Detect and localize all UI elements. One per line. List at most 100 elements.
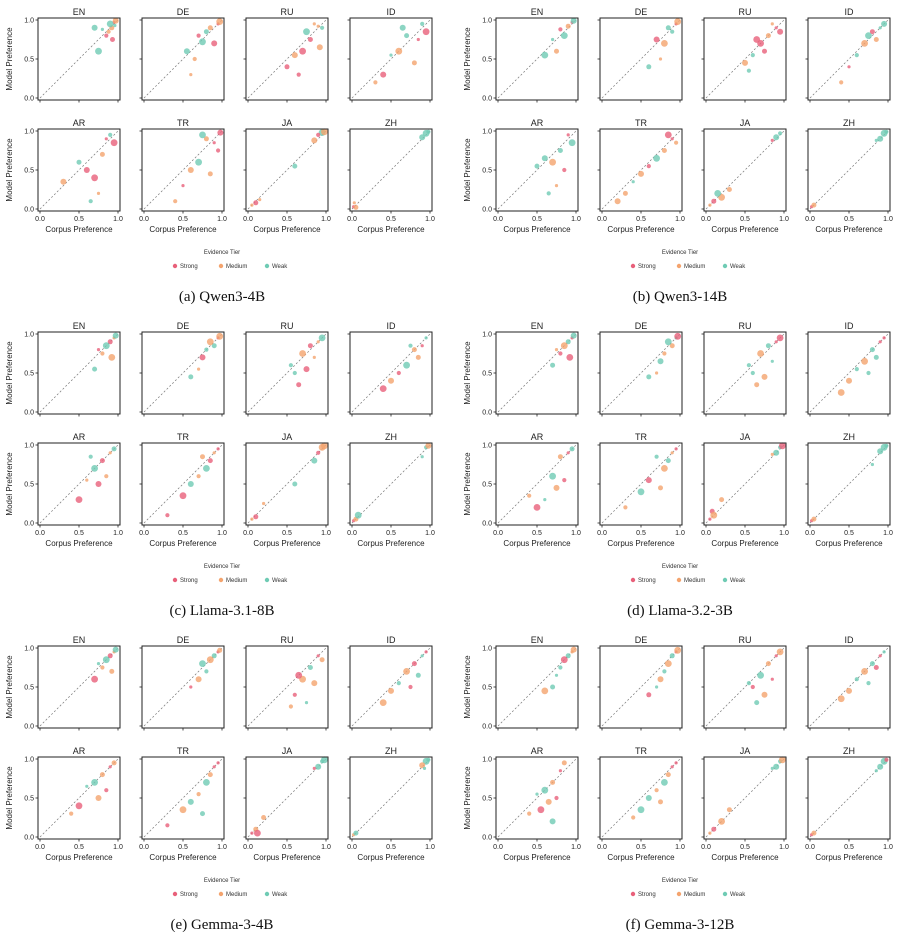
data-point — [779, 756, 786, 764]
panel-title: ID — [845, 321, 855, 331]
data-point — [708, 831, 712, 835]
legend-label-strong: Strong — [180, 264, 198, 270]
data-point — [770, 359, 774, 363]
legend: Evidence Tier Strong Medium Weak — [172, 564, 288, 584]
data-point — [422, 28, 430, 36]
reference-line — [809, 19, 889, 99]
legend: Evidence Tier Strong Medium Weak — [172, 878, 288, 898]
data-point — [312, 766, 316, 770]
y-tick-label: 0.0 — [482, 521, 492, 528]
data-point — [425, 442, 432, 449]
y-tick-label: 1.0 — [482, 129, 492, 136]
data-point — [878, 26, 882, 30]
x-tick-label: 0.5 — [532, 530, 542, 537]
data-point — [558, 769, 562, 773]
panel-frame — [599, 442, 683, 526]
data-point — [757, 350, 764, 357]
data-point — [746, 363, 751, 368]
data-point — [655, 685, 659, 689]
y-tick-label: 0.0 — [482, 96, 492, 103]
legend-swatch-weak — [722, 263, 728, 269]
reference-line — [809, 333, 889, 413]
data-point — [565, 653, 571, 659]
legend-title: Evidence Tier — [204, 564, 240, 570]
legend-label-weak: Weak — [730, 578, 746, 584]
panel-title: ZH — [385, 432, 397, 442]
data-point — [549, 472, 556, 480]
data-point — [179, 492, 187, 500]
panel-title: DE — [635, 7, 648, 17]
x-tick-label: 0.5 — [282, 844, 292, 851]
data-point — [196, 792, 201, 797]
data-point — [674, 140, 679, 145]
legend-title: Evidence Tier — [662, 878, 698, 884]
legend-swatch-weak — [722, 891, 728, 897]
data-point — [570, 17, 577, 24]
y-tick-label: 0.0 — [24, 207, 34, 214]
data-point — [109, 668, 115, 674]
data-point — [354, 511, 362, 519]
y-tick-label: 0.5 — [482, 685, 492, 692]
data-point — [537, 806, 545, 814]
data-point — [104, 33, 109, 38]
subfigure-caption: (e) Gemma-3-4B — [171, 917, 274, 933]
subfigure-caption: (a) Qwen3-4B — [179, 289, 265, 305]
x-tick-label: 0.5 — [740, 844, 750, 851]
x-axis-label: Corpus Preference — [607, 539, 675, 548]
data-point — [750, 53, 755, 58]
data-point — [674, 761, 678, 765]
panel-title: EN — [73, 635, 86, 645]
panel-frame — [349, 645, 433, 729]
panel-title: JA — [740, 118, 751, 128]
legend-swatch-medium — [676, 263, 682, 269]
data-point — [192, 56, 197, 62]
panel-frame — [349, 17, 433, 101]
data-point — [877, 763, 884, 770]
data-point — [866, 370, 871, 376]
data-point — [776, 648, 784, 656]
data-point — [258, 198, 262, 202]
x-tick-label: 0.5 — [178, 844, 188, 851]
panel-id: ID — [805, 7, 891, 103]
y-tick-label: 0.5 — [24, 57, 34, 64]
data-point — [664, 131, 672, 139]
panel-frame — [349, 756, 433, 840]
panel-frame — [495, 442, 579, 526]
x-tick-label: 0.5 — [386, 530, 396, 537]
panel-title: AR — [531, 118, 544, 128]
data-point — [96, 191, 101, 195]
panel-frame — [703, 128, 787, 212]
data-point — [104, 474, 109, 479]
data-point — [726, 807, 732, 813]
panel-title: ID — [387, 321, 397, 331]
data-point — [545, 798, 552, 805]
legend: Evidence Tier Strong Medium Weak — [630, 250, 746, 270]
data-point — [312, 22, 316, 26]
panel-en: EN 0.0 0.5 1.0 Model Preference — [5, 7, 121, 103]
reference-line — [143, 130, 223, 210]
data-point — [670, 451, 674, 455]
y-tick-label: 0.5 — [482, 168, 492, 175]
legend-swatch-medium — [218, 263, 224, 269]
panel-title: DE — [177, 635, 190, 645]
data-point — [396, 370, 401, 376]
x-tick-label: 1.0 — [425, 530, 435, 537]
reference-line — [351, 647, 431, 727]
data-point — [91, 779, 98, 786]
panel-title: ZH — [843, 118, 855, 128]
data-point — [216, 148, 221, 153]
data-point — [91, 465, 98, 472]
data-point — [197, 367, 201, 371]
data-point — [95, 47, 102, 55]
data-point — [657, 358, 664, 365]
y-tick-label: 0.0 — [482, 724, 492, 731]
reference-line — [247, 444, 327, 524]
legend-title: Evidence Tier — [662, 250, 698, 256]
data-point — [670, 765, 674, 769]
data-point — [292, 692, 297, 697]
x-tick-label: 0.0 — [243, 216, 253, 223]
x-tick-label: 0.5 — [844, 530, 854, 537]
data-point — [75, 496, 83, 503]
